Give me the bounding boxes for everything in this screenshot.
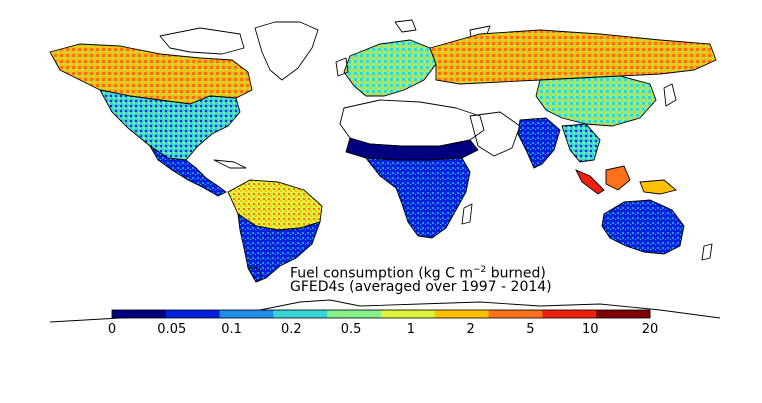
- colorbar-tick-label: 0.05: [157, 322, 186, 337]
- svalbard: [394, 19, 417, 33]
- arabia: [469, 111, 521, 157]
- colorbar-segment: [381, 310, 436, 318]
- colorbar-tick-label: 10: [582, 322, 599, 337]
- caption-title-exponent: −2: [472, 265, 487, 275]
- siberia: [429, 29, 717, 85]
- north-america-boreal: [49, 43, 253, 105]
- borneo: [605, 165, 631, 191]
- europe: [343, 39, 437, 97]
- madagascar: [461, 203, 473, 225]
- colorbar-segment: [219, 310, 274, 318]
- colorbar-segment: [488, 310, 543, 318]
- central-africa: [365, 157, 471, 239]
- colorbar-frame: [111, 309, 651, 319]
- australia: [601, 199, 685, 255]
- caption-title-suffix: burned): [486, 265, 546, 282]
- british-isles: [335, 57, 349, 77]
- south-america-south: [237, 213, 321, 283]
- colorbar-segments: [112, 310, 651, 318]
- sahara: [339, 99, 485, 147]
- southeast-asia: [561, 123, 601, 163]
- japan: [663, 83, 677, 107]
- greenland: [254, 21, 319, 81]
- colorbar-segment: [112, 310, 167, 318]
- colorbar-segment: [273, 310, 328, 318]
- arctic-islands: [159, 27, 245, 55]
- cuba: [213, 159, 247, 169]
- china: [535, 75, 657, 127]
- colorbar-segment: [434, 310, 489, 318]
- caption-title: Fuel consumption (kg C m−2 burned): [290, 262, 546, 282]
- colorbar-ticks: 0 0.05 0.1 0.2 0.5 1 2 5 10 20: [108, 322, 658, 337]
- sahel: [345, 137, 479, 161]
- india: [517, 117, 561, 169]
- north-america-temperate: [99, 89, 241, 161]
- caption-dataset: GFED4s (averaged over 1997 - 2014): [290, 279, 552, 295]
- colorbar-segment: [165, 310, 220, 318]
- central-america: [149, 145, 227, 197]
- colorbar-tick-label: 2: [467, 322, 475, 337]
- colorbar-segment: [596, 310, 651, 318]
- caption-title-prefix: Fuel consumption (kg C m: [290, 265, 473, 282]
- patagonia: [247, 267, 263, 283]
- colorbar-tick-label: 0.2: [281, 322, 302, 337]
- new-guinea: [639, 179, 677, 195]
- colorbar-tick-label: 1: [407, 322, 415, 337]
- sumatra: [575, 169, 605, 195]
- colorbar-segment: [542, 310, 597, 318]
- colorbar-tick-label: 0.5: [341, 322, 362, 337]
- colorbar-tick-label: 0.1: [221, 322, 242, 337]
- colorbar-tick-label: 0: [108, 322, 116, 337]
- colorbar-tick-label: 5: [526, 322, 534, 337]
- colorbar-tick-label: 20: [642, 322, 659, 337]
- colorbar: 0 0.05 0.1 0.2 0.5 1 2 5 10 20: [108, 309, 658, 337]
- colorbar-segment: [327, 310, 382, 318]
- new-zealand: [701, 243, 713, 261]
